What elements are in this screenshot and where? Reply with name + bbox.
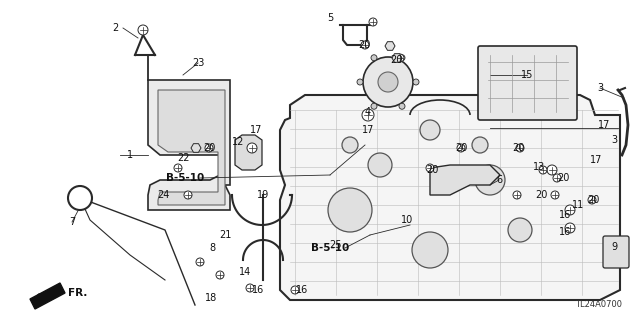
Circle shape [399,103,405,109]
Polygon shape [158,90,225,205]
Text: 20: 20 [587,195,599,205]
Text: 18: 18 [205,293,217,303]
Text: 24: 24 [157,190,169,200]
Text: 5: 5 [327,13,333,23]
Text: 20: 20 [358,40,370,50]
Text: 17: 17 [590,155,602,165]
Circle shape [246,284,254,292]
FancyArrowPatch shape [34,289,60,302]
Circle shape [247,143,257,153]
Circle shape [399,55,405,61]
Circle shape [513,191,521,199]
Text: 20: 20 [455,143,467,153]
Circle shape [291,286,299,294]
Text: 16: 16 [559,210,571,220]
Text: FR.: FR. [68,288,88,298]
Circle shape [328,188,372,232]
Circle shape [565,205,575,215]
Circle shape [368,153,392,177]
Text: 17: 17 [598,120,610,130]
Polygon shape [385,42,395,50]
Circle shape [553,174,561,182]
Circle shape [565,223,575,233]
Text: 8: 8 [209,243,215,253]
Polygon shape [235,135,262,170]
Text: 1: 1 [127,150,133,160]
Circle shape [342,137,358,153]
Polygon shape [280,95,620,300]
Text: 14: 14 [239,267,251,277]
Circle shape [547,165,557,175]
Circle shape [396,54,404,62]
Circle shape [369,18,377,26]
Text: 23: 23 [192,58,204,68]
Circle shape [588,196,596,204]
Circle shape [413,79,419,85]
Text: TL24A0700: TL24A0700 [575,300,622,309]
Text: 9: 9 [611,242,617,252]
Text: 4: 4 [365,107,371,117]
Text: 21: 21 [219,230,231,240]
FancyBboxPatch shape [603,236,629,268]
Text: 15: 15 [521,70,533,80]
Circle shape [138,25,148,35]
Text: 19: 19 [257,190,269,200]
Circle shape [363,57,413,107]
Circle shape [539,166,547,174]
Circle shape [475,165,505,195]
Text: 3: 3 [611,135,617,145]
Circle shape [457,144,465,152]
Text: 20: 20 [557,173,569,183]
Text: 16: 16 [252,285,264,295]
Circle shape [420,120,440,140]
Text: 10: 10 [401,215,413,225]
Polygon shape [30,283,65,309]
Text: 13: 13 [533,162,545,172]
Circle shape [412,232,448,268]
Text: 20: 20 [203,143,215,153]
Circle shape [472,137,488,153]
Text: 7: 7 [69,217,75,227]
Circle shape [68,186,92,210]
Text: 25: 25 [329,240,341,250]
Circle shape [361,41,369,49]
Circle shape [426,164,434,172]
Circle shape [184,191,192,199]
Circle shape [362,109,374,121]
FancyBboxPatch shape [478,46,577,120]
Text: 2: 2 [112,23,118,33]
Circle shape [508,218,532,242]
Text: 17: 17 [362,125,374,135]
Circle shape [357,79,363,85]
Text: 11: 11 [572,200,584,210]
Circle shape [551,191,559,199]
Text: 16: 16 [559,227,571,237]
Text: 17: 17 [250,125,262,135]
Text: 3: 3 [597,83,603,93]
Text: 12: 12 [232,137,244,147]
Text: 20: 20 [390,55,402,65]
Polygon shape [191,144,201,152]
Circle shape [516,144,524,152]
Circle shape [205,144,213,152]
Text: 20: 20 [512,143,524,153]
Circle shape [378,72,398,92]
Text: 6: 6 [496,175,502,185]
Circle shape [216,271,224,279]
Text: B-5-10: B-5-10 [311,243,349,253]
Circle shape [174,164,182,172]
Text: 20: 20 [535,190,547,200]
Polygon shape [392,54,402,62]
Circle shape [371,55,377,61]
Text: 16: 16 [296,285,308,295]
Polygon shape [148,80,230,210]
Circle shape [196,258,204,266]
Circle shape [371,103,377,109]
Polygon shape [430,165,500,195]
Text: 20: 20 [426,165,438,175]
Text: B-5-10: B-5-10 [166,173,204,183]
Text: 22: 22 [178,153,190,163]
